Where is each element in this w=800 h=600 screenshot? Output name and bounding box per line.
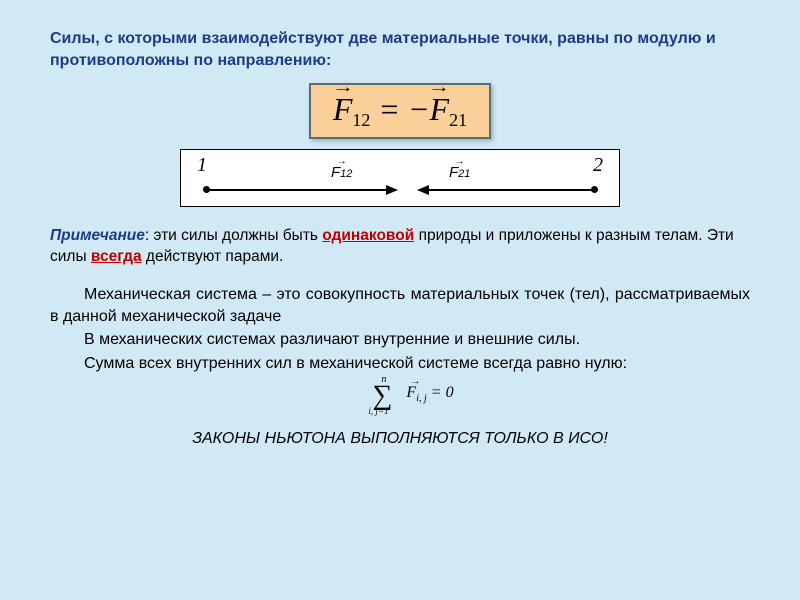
sum-rhs: = 0: [427, 384, 454, 401]
slide-title: Силы, с которыми взаимодействуют две мат…: [50, 28, 750, 71]
sum-formula: n ∑ i, j=1 →Fi, j = 0: [50, 376, 750, 416]
note-paragraph: Примечание: эти силы должны быть одинако…: [50, 226, 750, 268]
main-formula-wrap: F12 = −F21: [50, 83, 750, 139]
sum-bottom: i, j=1: [368, 406, 388, 416]
body-p1: Механическая система – это совокупность …: [50, 284, 750, 327]
main-formula-box: F12 = −F21: [309, 83, 491, 139]
note-red-2: всегда: [91, 248, 142, 265]
formula-rhs-sub: 21: [449, 110, 467, 130]
formula-rhs-var: F: [430, 91, 450, 128]
point-1-label: 1: [197, 154, 207, 177]
note-red-1: одинаковой: [322, 227, 414, 244]
formula-lhs-var: F: [333, 91, 353, 128]
arrow-2-line: [429, 189, 594, 191]
body-text: Механическая система – это совокупность …: [50, 284, 750, 374]
note-text-1: : эти силы должны быть: [145, 227, 322, 244]
force-diagram-wrap: 1 2 →F12 →F21: [50, 149, 750, 212]
arrow-2-label: →F21: [449, 164, 470, 181]
footer-statement: ЗАКОНЫ НЬЮТОНА ВЫПОЛНЯЮТСЯ ТОЛЬКО В ИСО!: [50, 430, 750, 448]
force-diagram: 1 2 →F12 →F21: [180, 149, 620, 207]
body-p3: Сумма всех внутренних сил в механической…: [50, 353, 750, 375]
arrow-1-line: [206, 189, 386, 191]
note-text-3: действуют парами.: [142, 248, 284, 265]
arrow-1-label: →F12: [331, 164, 352, 181]
formula-op: = −: [370, 91, 429, 127]
point-2-label: 2: [593, 154, 603, 177]
sum-sub: i, j: [416, 393, 427, 404]
formula-lhs-sub: 12: [352, 110, 370, 130]
note-label: Примечание: [50, 227, 145, 244]
arrow-1-head: [386, 185, 398, 195]
arrow-2-head: [417, 185, 429, 195]
body-p2: В механических системах различают внутре…: [50, 329, 750, 351]
